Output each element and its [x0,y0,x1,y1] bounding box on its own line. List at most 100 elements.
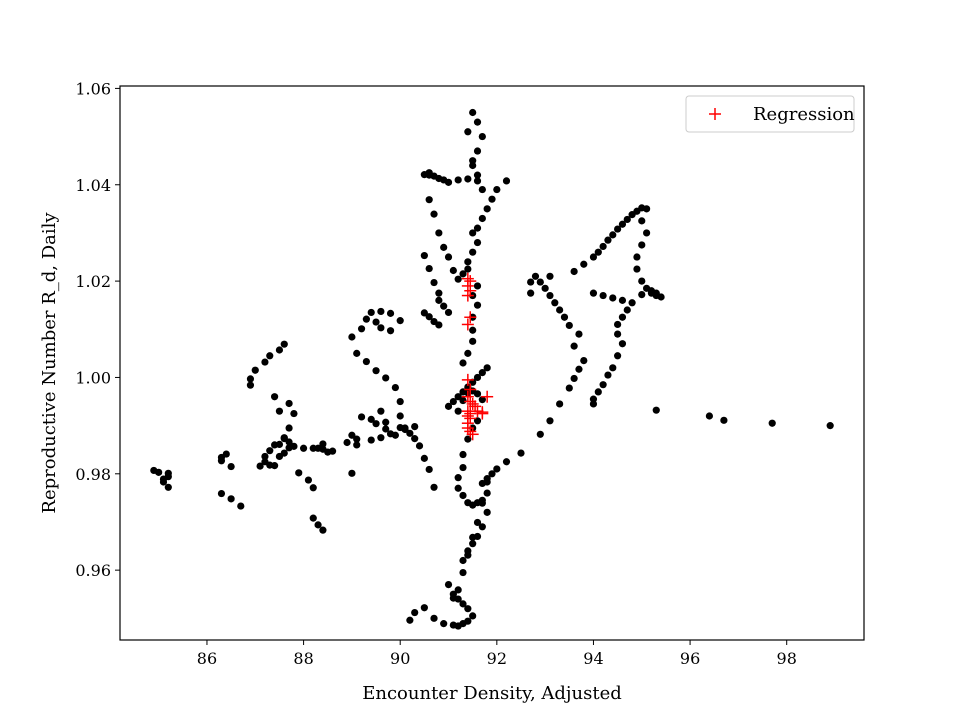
data-point [517,449,525,457]
data-point [565,384,573,392]
data-point [217,489,226,498]
data-point [377,307,385,316]
data-point [367,415,375,423]
data-point [643,205,651,213]
regression-point [471,405,484,418]
data-point [478,214,486,223]
data-point [290,409,298,418]
data-point [618,220,627,228]
data-point [155,468,163,476]
data-point [396,317,404,325]
data-point [628,299,636,307]
data-point [580,260,588,268]
data-point [435,296,443,304]
data-point [473,390,482,398]
data-point [319,526,327,534]
data-point [469,157,477,165]
data-point [464,128,472,136]
legend-regression-marker [709,108,721,120]
data-point [464,265,472,273]
data-point [464,547,472,555]
data-point [454,275,462,283]
data-point [473,118,482,126]
data-point [464,605,472,613]
data-point [483,205,491,213]
data-point [420,251,428,260]
data-point [319,440,327,448]
data-point [478,396,486,404]
data-point [406,429,414,437]
data-point [295,469,303,477]
data-point [454,393,462,401]
data-point [275,440,284,449]
data-point [372,367,380,375]
regression-point [464,412,477,425]
x-tick-label: 96 [680,649,700,668]
data-point [357,325,366,333]
data-point [459,568,467,577]
data-point [425,313,433,321]
data-point [406,616,414,624]
data-point [469,540,477,548]
data-point [449,590,457,598]
regression-point [464,383,477,396]
data-point [425,465,433,474]
data-point [633,265,641,273]
data-point [415,442,424,450]
data-point [594,248,602,256]
data-point [469,248,477,256]
data-point [227,462,235,471]
data-point [362,315,370,323]
data-point [372,420,380,428]
data-point [440,243,448,251]
y-tick-label: 1.06 [75,79,111,98]
data-point [261,358,269,366]
data-point [411,435,419,443]
data-point [493,465,501,473]
x-tick-label: 90 [390,649,410,668]
data-point [638,217,646,225]
data-point [454,484,462,492]
data-point [599,242,607,251]
data-point [271,393,279,401]
data-point [478,132,486,141]
data-point [546,272,554,280]
data-point [638,241,646,249]
data-point [391,383,399,392]
data-point [353,435,361,443]
data-point [271,462,279,470]
data-point [304,476,313,484]
data-point [609,364,617,372]
data-point [720,416,728,424]
data-point [256,462,264,470]
data-point [478,479,486,488]
data-point [826,422,834,430]
data-point [473,301,482,309]
data-point [459,463,467,472]
data-point [420,604,428,612]
data-point [280,434,288,442]
data-point [454,595,462,603]
legend-regression-label: Regression [753,104,855,125]
data-point [473,238,482,247]
plot-area [120,86,864,640]
data-point [435,229,443,237]
data-point [623,306,631,314]
data-point [454,407,462,415]
x-tick-label: 94 [583,649,603,668]
regression-point [476,407,489,420]
regression-point [464,395,477,408]
data-point [435,321,443,329]
data-point [275,346,284,354]
data-point [536,278,544,286]
y-tick-label: 1.00 [75,368,111,387]
data-point [473,532,482,541]
data-point [411,422,419,431]
data-point [473,224,482,232]
x-tick-label: 88 [293,649,313,668]
data-point [618,313,627,321]
data-point [643,229,651,237]
data-point [488,470,496,478]
data-point [623,215,631,224]
